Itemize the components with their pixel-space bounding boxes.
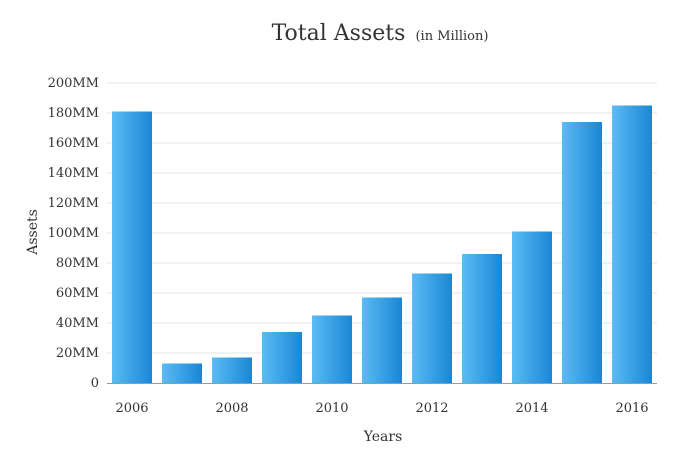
bar-2015 (562, 122, 602, 383)
bar-2009 (262, 332, 302, 383)
bar-2011 (362, 297, 402, 383)
bars (112, 105, 652, 383)
bar-2014 (512, 231, 552, 383)
x-axis-ticks: 2006 2008 2010 2012 2014 2016 (115, 401, 648, 416)
y-tick-label: 20MM (56, 346, 99, 361)
y-tick-label: 200MM (48, 76, 99, 91)
x-tick-label: 2010 (315, 401, 348, 416)
x-tick-label: 2014 (515, 401, 548, 416)
chart-title-subtitle: (in Million) (415, 29, 488, 44)
y-tick-label: 140MM (48, 166, 99, 181)
x-tick-label: 2008 (215, 401, 248, 416)
x-tick-label: 2006 (115, 401, 148, 416)
bar-2010 (312, 315, 352, 383)
x-axis-title: Years (363, 429, 403, 445)
x-tick-label: 2016 (615, 401, 648, 416)
gridlines (107, 82, 657, 354)
bar-2012 (412, 273, 452, 383)
y-tick-label: 0 (91, 376, 99, 391)
y-axis-ticks: 0 20MM 40MM 60MM 80MM 100MM 120MM 140MM 160MM 180… (48, 76, 99, 391)
y-tick-label: 40MM (56, 316, 99, 331)
y-tick-label: 180MM (48, 106, 99, 121)
y-tick-label: 60MM (56, 286, 99, 301)
bar-2006 (112, 111, 152, 383)
y-tick-label: 100MM (48, 226, 99, 241)
chart-title: Total Assets (in Million) (272, 21, 489, 46)
bar-2016 (612, 105, 652, 383)
x-tick-label: 2012 (415, 401, 448, 416)
y-tick-label: 80MM (56, 256, 99, 271)
bar-2013 (462, 254, 502, 383)
y-tick-label: 120MM (48, 196, 99, 211)
bar-2007 (162, 363, 202, 383)
chart-title-main: Total Assets (272, 21, 406, 46)
y-axis-title: Assets (25, 209, 41, 256)
y-tick-label: 160MM (48, 136, 99, 151)
bar-2008 (212, 357, 252, 383)
